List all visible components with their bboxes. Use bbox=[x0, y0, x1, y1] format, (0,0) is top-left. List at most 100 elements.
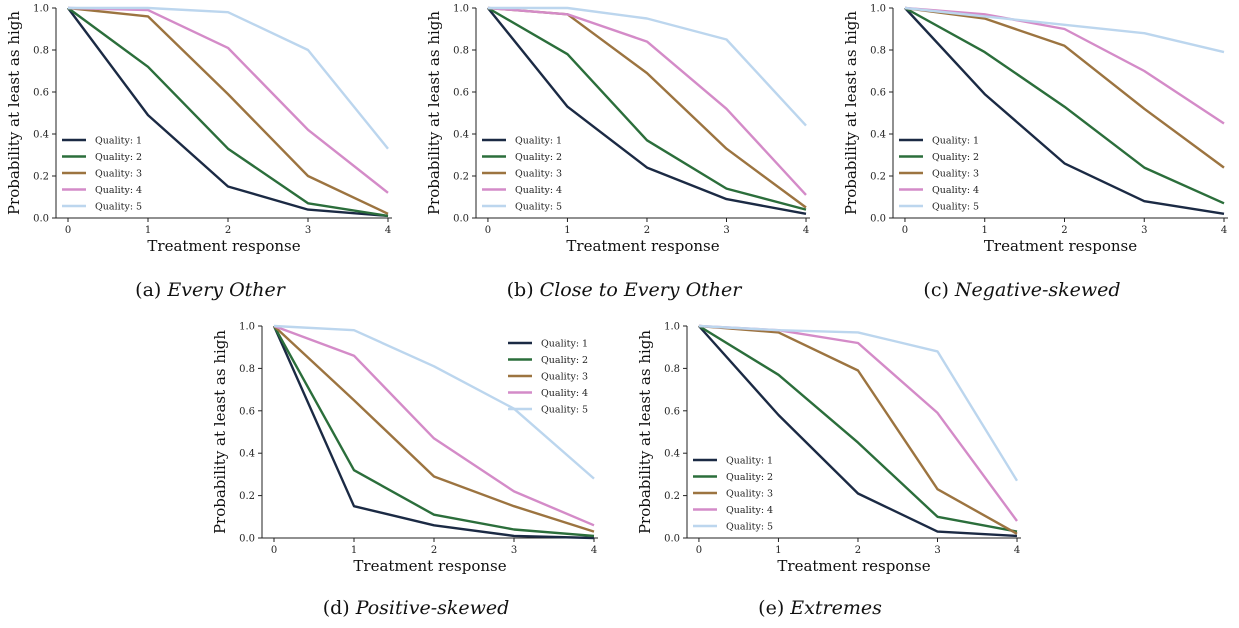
legend: Quality: 1 Quality: 2 Quality: 3 Quality: 4… bbox=[508, 339, 588, 416]
legend-entry: Quality: 4 bbox=[515, 185, 562, 196]
series-line-quality-2 bbox=[698, 324, 1018, 533]
x-tick-label: 3 bbox=[1141, 225, 1147, 236]
legend-entry: Quality: 3 bbox=[932, 169, 979, 180]
x-tick-label: 4 bbox=[1014, 545, 1020, 556]
legend-entry: Quality: 4 bbox=[932, 185, 979, 196]
y-tick-label: 0.6 bbox=[33, 88, 49, 99]
caption-label: (d) bbox=[323, 597, 356, 619]
x-axis-label: Treatment response bbox=[353, 557, 506, 575]
series-line-quality-3 bbox=[273, 325, 595, 533]
legend-entry: Quality: 4 bbox=[726, 505, 773, 516]
caption-name: Negative-skewed bbox=[954, 279, 1121, 301]
y-tick-label: 0.0 bbox=[239, 534, 255, 545]
y-tick-label: 1.0 bbox=[33, 4, 49, 15]
chart-panel-1: 0.0 0.2 0.4 0.6 0.8 1.0 0 1 2 3 4 Treatment respons… bbox=[5, 4, 392, 255]
legend-entry: Quality: 2 bbox=[726, 472, 773, 483]
y-tick-label: 0.4 bbox=[870, 130, 886, 141]
y-tick-label: 0.0 bbox=[870, 214, 886, 225]
y-tick-label: 0.2 bbox=[239, 491, 255, 502]
y-tick-label: 0.8 bbox=[453, 46, 469, 57]
y-axis-label: Probability at least as high bbox=[636, 330, 654, 534]
legend-entry: Quality: 5 bbox=[726, 522, 773, 533]
legend: Quality: 1 Quality: 2 Quality: 3 Quality: 4… bbox=[482, 136, 562, 213]
series-line-quality-3 bbox=[698, 324, 1018, 535]
series-line-quality-2 bbox=[272, 325, 595, 538]
x-axis-label: Treatment response bbox=[566, 237, 719, 255]
chart-panel-5: 0.0 0.2 0.4 0.6 0.8 1.0 0 1 2 3 4 Treatment respons… bbox=[636, 322, 1021, 575]
y-tick-label: 0.6 bbox=[453, 88, 469, 99]
legend-entry: Quality: 5 bbox=[95, 202, 142, 213]
x-tick-label: 2 bbox=[1061, 225, 1067, 236]
caption-label: (b) bbox=[507, 279, 540, 301]
x-tick-label: 3 bbox=[934, 545, 940, 556]
x-tick-label: 3 bbox=[723, 225, 729, 236]
series-line-quality-5 bbox=[68, 6, 389, 150]
caption-name: Close to Every Other bbox=[540, 279, 744, 301]
legend: Quality: 1 Quality: 2 Quality: 3 Quality: 4… bbox=[899, 136, 979, 213]
y-tick-label: 0.4 bbox=[664, 449, 680, 460]
x-tick-label: 1 bbox=[145, 225, 151, 236]
legend: Quality: 1 Quality: 2 Quality: 3 Quality: 4… bbox=[693, 456, 773, 533]
series-line-quality-2 bbox=[67, 7, 389, 218]
caption-label: (e) bbox=[758, 597, 790, 619]
series-line-quality-1 bbox=[486, 7, 807, 215]
legend-entry: Quality: 5 bbox=[515, 202, 562, 213]
subfigure-caption: (e) Extremes bbox=[758, 597, 882, 619]
y-tick-label: 0.4 bbox=[453, 130, 469, 141]
y-tick-label: 0.4 bbox=[239, 449, 255, 460]
x-tick-label: 4 bbox=[591, 545, 597, 556]
caption-name: Positive-skewed bbox=[355, 597, 510, 619]
series-line-quality-3 bbox=[904, 6, 1225, 169]
y-tick-label: 0.8 bbox=[239, 364, 255, 375]
series-line-quality-3 bbox=[67, 6, 389, 215]
y-tick-label: 0.2 bbox=[33, 172, 49, 183]
y-tick-label: 0.2 bbox=[453, 172, 469, 183]
y-tick-label: 0.8 bbox=[33, 46, 49, 57]
x-tick-label: 1 bbox=[775, 545, 781, 556]
y-axis-label: Probability at least as high bbox=[211, 330, 229, 534]
y-tick-label: 0.6 bbox=[239, 406, 255, 417]
x-axis-label: Treatment response bbox=[147, 237, 300, 255]
y-tick-label: 0.4 bbox=[33, 130, 49, 141]
caption-name: Extremes bbox=[789, 597, 882, 619]
y-tick-label: 0.6 bbox=[870, 88, 886, 99]
legend-entry: Quality: 2 bbox=[515, 152, 562, 163]
y-tick-label: 0.2 bbox=[664, 491, 680, 502]
x-tick-label: 2 bbox=[855, 545, 861, 556]
y-tick-label: 1.0 bbox=[664, 322, 680, 333]
x-tick-label: 2 bbox=[225, 225, 231, 236]
subfigure-caption: (d) Positive-skewed bbox=[323, 597, 510, 619]
legend-entry: Quality: 3 bbox=[541, 372, 588, 383]
y-tick-label: 0.8 bbox=[870, 46, 886, 57]
x-tick-label: 4 bbox=[803, 225, 809, 236]
series-line-quality-1 bbox=[272, 325, 595, 540]
y-axis-label: Probability at least as high bbox=[5, 11, 23, 215]
legend-entry: Quality: 1 bbox=[726, 456, 773, 467]
series-line-quality-4 bbox=[67, 6, 389, 194]
legend-entry: Quality: 4 bbox=[541, 388, 588, 399]
x-tick-label: 1 bbox=[982, 225, 988, 236]
series-line-quality-5 bbox=[698, 324, 1019, 482]
series-line-quality-4 bbox=[273, 324, 595, 527]
y-tick-label: 0.6 bbox=[664, 406, 680, 417]
legend-entry: Quality: 2 bbox=[932, 152, 979, 163]
subfigure-caption: (b) Close to Every Other bbox=[507, 279, 744, 301]
y-tick-label: 0.2 bbox=[870, 172, 886, 183]
y-tick-label: 0.0 bbox=[453, 214, 469, 225]
series-line-quality-5 bbox=[487, 6, 807, 127]
x-tick-label: 0 bbox=[485, 225, 491, 236]
x-tick-label: 4 bbox=[385, 225, 391, 236]
x-tick-label: 0 bbox=[271, 545, 277, 556]
x-tick-label: 3 bbox=[305, 225, 311, 236]
caption-name: Every Other bbox=[166, 279, 286, 301]
y-tick-label: 1.0 bbox=[870, 4, 886, 15]
legend-entry: Quality: 5 bbox=[541, 405, 588, 416]
series-line-quality-1 bbox=[67, 7, 389, 218]
x-tick-label: 0 bbox=[902, 225, 908, 236]
legend-entry: Quality: 3 bbox=[726, 489, 773, 500]
y-axis-label: Probability at least as high bbox=[425, 11, 443, 215]
legend-entry: Quality: 1 bbox=[932, 136, 979, 147]
x-tick-label: 2 bbox=[644, 225, 650, 236]
series-line-quality-4 bbox=[487, 6, 807, 196]
